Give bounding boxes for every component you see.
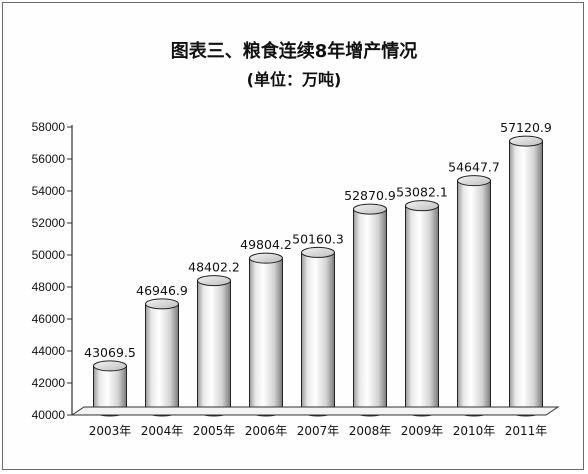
- x-tick-label: 2008年: [349, 424, 392, 438]
- y-tick-label: 56000: [32, 152, 66, 166]
- bar-body: [405, 205, 439, 417]
- y-tick-label: 40000: [32, 408, 66, 422]
- bar: [457, 175, 491, 417]
- bar-cap: [509, 135, 543, 147]
- bars-group: [93, 135, 543, 417]
- y-tick-label: 46000: [32, 312, 66, 326]
- bar-cap: [353, 203, 387, 215]
- bar-cap: [249, 252, 283, 264]
- x-tick-label: 2007年: [297, 424, 340, 438]
- bar-body: [301, 251, 335, 417]
- y-tick-label: 48000: [32, 280, 66, 294]
- bar-cap: [197, 275, 231, 287]
- x-tick-label: 2006年: [245, 424, 288, 438]
- bar-cap: [457, 175, 491, 187]
- data-label: 52870.9: [344, 188, 396, 203]
- bar: [353, 203, 387, 417]
- bar-cap: [93, 360, 127, 372]
- y-tick-label: 44000: [32, 344, 66, 358]
- bar-body: [353, 208, 387, 417]
- chart-title: 图表三、粮食连续8年增产情况: [171, 40, 418, 62]
- x-tick-label: 2009年: [401, 424, 444, 438]
- bar: [301, 246, 335, 417]
- bar: [509, 135, 543, 417]
- bar-cap: [405, 200, 439, 212]
- bar: [249, 252, 283, 417]
- x-axis: 2003年 2004年 2005年 2006年 2007年 2008年 2009年 2010年…: [70, 406, 560, 438]
- x-tick-label: 2005年: [193, 424, 236, 438]
- data-label: 49804.2: [240, 237, 292, 252]
- x-tick-label: 2004年: [141, 424, 184, 438]
- bar: [145, 298, 179, 417]
- y-tick-label: 42000: [32, 376, 66, 390]
- bar-cap: [301, 246, 335, 258]
- y-tick-label: 54000: [32, 184, 66, 198]
- floor-plane: [70, 406, 560, 416]
- data-label: 48402.2: [188, 260, 240, 275]
- data-label: 53082.1: [396, 185, 448, 200]
- bar-body: [249, 257, 283, 417]
- data-label: 50160.3: [292, 231, 344, 246]
- bar-body: [197, 280, 231, 417]
- x-tick-label: 2011年: [505, 424, 548, 438]
- bar-body: [145, 303, 179, 417]
- y-tick-label: 58000: [32, 120, 66, 134]
- data-label: 46946.9: [136, 283, 188, 298]
- bar: [405, 200, 439, 417]
- data-label: 54647.7: [448, 160, 500, 175]
- y-axis: 40000 42000 44000 46000 48000 50000 52000 54000…: [32, 120, 73, 422]
- bar-cap: [145, 298, 179, 310]
- y-tick-label: 50000: [32, 248, 66, 262]
- data-label: 57120.9: [500, 120, 552, 135]
- y-tick-label: 52000: [32, 216, 66, 230]
- data-label: 43069.5: [84, 345, 136, 360]
- bar: [197, 275, 231, 417]
- bar-body: [457, 180, 491, 417]
- chart-subtitle: (单位：万吨): [247, 70, 342, 89]
- bar: [93, 360, 127, 417]
- bar-body: [509, 140, 543, 417]
- x-tick-label: 2010年: [453, 424, 496, 438]
- x-tick-label: 2003年: [89, 424, 132, 438]
